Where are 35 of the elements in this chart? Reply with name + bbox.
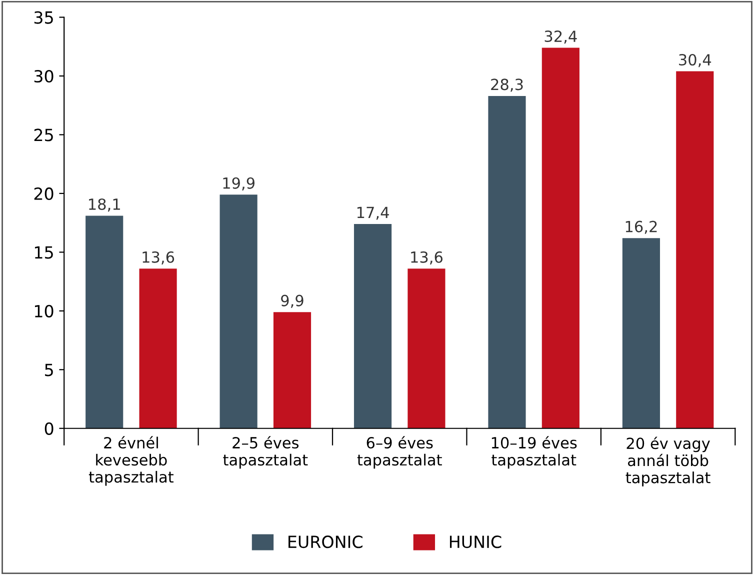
x-tick-label: 20 év vagy annál több tapasztalat [626, 436, 710, 486]
x-tick-label: 10–19 éves tapasztalat [492, 436, 577, 469]
bar [220, 194, 258, 428]
x-tick-label: 6–9 éves tapasztalat [357, 436, 442, 469]
y-tick-label: 20 [34, 187, 54, 200]
bar [354, 224, 392, 428]
legend-label: HUNIC [450, 536, 502, 548]
bar [622, 238, 660, 428]
bar [408, 268, 446, 428]
data-label: 28,3 [491, 78, 523, 92]
bar [139, 268, 177, 428]
y-tick-label: 0 [44, 422, 54, 435]
data-label: 32,4 [544, 30, 577, 44]
y-tick-label: 35 [34, 11, 53, 24]
legend-label: EURONIC [288, 536, 362, 548]
data-label: 16,2 [626, 220, 657, 234]
y-tick-label: 5 [45, 364, 53, 376]
data-label: 9,9 [281, 294, 304, 308]
bar [488, 96, 526, 428]
data-label: 17,4 [357, 206, 389, 220]
y-tick-label: 15 [34, 246, 53, 259]
data-label: 13,6 [411, 251, 443, 264]
x-tick-label: 2–5 éves tapasztalat [223, 436, 308, 469]
y-tick-label: 30 [34, 70, 54, 83]
data-label: 19,9 [223, 177, 254, 190]
y-tick-label: 25 [34, 128, 53, 142]
bar [273, 312, 312, 428]
data-label: 30,4 [679, 54, 712, 68]
data-label: 13,6 [142, 251, 174, 264]
bar [86, 216, 124, 428]
bar [542, 48, 580, 428]
bar [676, 71, 714, 428]
x-tick-label: 2 évnél kevesebb tapasztalat [88, 436, 174, 486]
y-tick-label: 10 [34, 304, 54, 318]
data-label: 18,1 [89, 198, 120, 212]
